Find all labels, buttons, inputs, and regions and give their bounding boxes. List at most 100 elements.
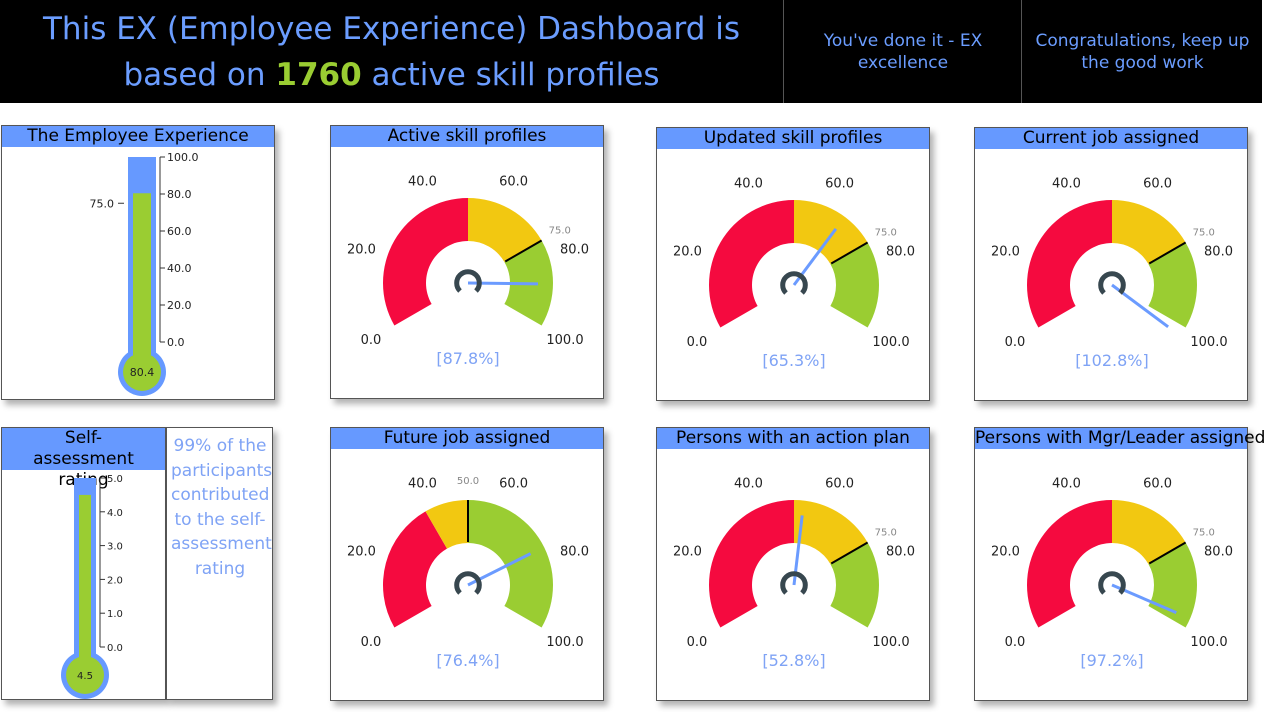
gauge-chart: 50.0 0.0 20.0 40.0 60.0 80.0 100.0 [76.4%] bbox=[347, 476, 589, 670]
tick-label: 20.0 bbox=[673, 544, 702, 559]
self-assessment-note-panel: 99% of the participants contributed to t… bbox=[166, 427, 273, 700]
title-text: This EX (Employee Experience) Dashboard … bbox=[43, 10, 740, 93]
tick-label: 80.0 bbox=[1204, 244, 1233, 259]
panel-title: Persons with an action plan bbox=[657, 428, 929, 449]
gauge-chart: 75.0 0.0 20.0 40.0 60.0 80.0 100.0 [97.2%] bbox=[991, 477, 1233, 670]
gauge-band-green bbox=[830, 242, 879, 328]
target-label: 75.0 bbox=[875, 228, 897, 239]
tick-label: 40.0 bbox=[408, 477, 437, 492]
dashboard-header: This EX (Employee Experience) Dashboard … bbox=[0, 0, 1262, 103]
tick-label: 60.0 bbox=[1143, 477, 1172, 492]
self-assessment-thermometer: 4.5 0.0 1.0 2.0 3.0 4.0 5.0 bbox=[61, 474, 123, 699]
gauge-panel: Current job assigned 75.0 0.0 20.0 40.0 60.0 8… bbox=[974, 127, 1248, 401]
employee-experience-panel: The Employee Experience 80.4 0.0 20.0 40.0 6… bbox=[1, 125, 275, 400]
gauge-hub bbox=[454, 269, 482, 293]
thermometer-value: 80.4 bbox=[130, 366, 155, 379]
tick-label: 20.0 bbox=[347, 544, 376, 559]
tick-label: 0.0 bbox=[107, 643, 123, 654]
gauge-band-green bbox=[830, 542, 879, 628]
panel-title: Current job assigned bbox=[975, 128, 1247, 149]
gauge-value: [87.8%] bbox=[436, 349, 499, 368]
tick-label: 100.0 bbox=[546, 333, 583, 348]
tick-label: 20.0 bbox=[991, 244, 1020, 259]
tick-label: 80.0 bbox=[886, 244, 915, 259]
tick-label: 20.0 bbox=[991, 544, 1020, 559]
gauge-band-red bbox=[709, 200, 794, 328]
tick-label: 0.0 bbox=[687, 335, 708, 350]
tick-label: 80.0 bbox=[1204, 544, 1233, 559]
tick-label: 2.0 bbox=[107, 575, 123, 586]
title-text-end: active skill profiles bbox=[361, 56, 660, 93]
tick-label: 40.0 bbox=[167, 262, 192, 275]
gauge-value: [76.4%] bbox=[436, 651, 499, 670]
tick-label: 0.0 bbox=[1005, 335, 1026, 350]
tick-label: 100.0 bbox=[872, 635, 909, 650]
gauge-value: [102.8%] bbox=[1075, 351, 1149, 370]
gauge-value: [52.8%] bbox=[762, 651, 825, 670]
gauge-band-red bbox=[1027, 200, 1112, 328]
tick-label: 0.0 bbox=[167, 336, 185, 349]
thermometer-value: 4.5 bbox=[77, 671, 93, 682]
tick-label: 80.0 bbox=[167, 188, 192, 201]
tick-label: 0.0 bbox=[361, 333, 382, 348]
status-message: You've done it - EX excellence bbox=[783, 0, 1022, 103]
gauge-band-yellow bbox=[794, 200, 868, 264]
target-label: 75.0 bbox=[1193, 228, 1215, 239]
panel-title: The Employee Experience bbox=[2, 126, 274, 147]
target-marker bbox=[830, 241, 869, 265]
target-label: 50.0 bbox=[457, 476, 479, 487]
gauge-band-yellow bbox=[794, 500, 868, 564]
tick-label: 100.0 bbox=[872, 335, 909, 350]
tick-label: 4.0 bbox=[107, 508, 123, 519]
gauge-hub bbox=[454, 571, 482, 595]
gauge-chart: 75.0 0.0 20.0 40.0 60.0 80.0 100.0 [65.3%] bbox=[673, 177, 915, 370]
congrats-message: Congratulations, keep up the good work bbox=[1021, 0, 1263, 103]
gauge-panel: Persons with Mgr/Leader assigned 75.0 0.0 2… bbox=[974, 427, 1265, 701]
tick-label: 60.0 bbox=[825, 477, 854, 492]
gauge-hub bbox=[1098, 271, 1126, 295]
target-label: 75.0 bbox=[549, 226, 571, 237]
thermometer-fill bbox=[133, 193, 151, 372]
gauge-panel: Updated skill profiles 75.0 0.0 20.0 40.0 60.… bbox=[656, 127, 930, 401]
gauge-hub bbox=[1098, 571, 1126, 595]
tick-label: 80.0 bbox=[886, 544, 915, 559]
gauge-band-red bbox=[709, 500, 794, 628]
gauge-band-green bbox=[1148, 242, 1197, 328]
gauge-band-yellow bbox=[425, 500, 468, 549]
profile-count: 1760 bbox=[275, 56, 362, 93]
gauge-chart: 75.0 0.0 20.0 40.0 60.0 80.0 100.0 [52.8%] bbox=[673, 477, 915, 670]
gauge-value: [97.2%] bbox=[1080, 651, 1143, 670]
panel-title: Active skill profiles bbox=[331, 126, 603, 147]
tick-label: 20.0 bbox=[673, 244, 702, 259]
tick-label: 60.0 bbox=[499, 175, 528, 190]
tick-label: 80.0 bbox=[560, 544, 589, 559]
tick-label: 60.0 bbox=[499, 477, 528, 492]
self-assessment-panel: Self-assessment rating 4.50.01.02.03.04.… bbox=[1, 427, 166, 700]
self-assessment-note: 99% of the participants contributed to t… bbox=[171, 436, 273, 579]
tick-label: 40.0 bbox=[734, 477, 763, 492]
dashboard-title: This EX (Employee Experience) Dashboard … bbox=[0, 0, 783, 103]
target-marker bbox=[1148, 241, 1187, 265]
gauge-hub bbox=[780, 571, 808, 595]
gauge-chart: 75.0 0.0 20.0 40.0 60.0 80.0 100.0 [102.8%] bbox=[991, 177, 1233, 370]
tick-label: 40.0 bbox=[734, 177, 763, 192]
tick-label: 3.0 bbox=[107, 542, 123, 553]
tick-label: 0.0 bbox=[361, 635, 382, 650]
target-label: 75.0 bbox=[1193, 528, 1215, 539]
gauge-panel: Active skill profiles 75.0 0.0 20.0 40.0 60.0… bbox=[330, 125, 604, 399]
panel-title: Future job assigned bbox=[331, 428, 603, 449]
tick-label: 20.0 bbox=[347, 242, 376, 257]
gauge-band-red bbox=[383, 511, 447, 628]
tick-label: 60.0 bbox=[1143, 177, 1172, 192]
target-marker bbox=[830, 541, 869, 565]
target-label: 75.0 bbox=[875, 528, 897, 539]
employee-experience-thermometer: 80.4 0.0 20.0 40.0 60.0 80.0 100.0 75.0 bbox=[90, 151, 199, 396]
tick-label: 20.0 bbox=[167, 299, 192, 312]
tick-label: 40.0 bbox=[408, 175, 437, 190]
tick-label: 5.0 bbox=[107, 474, 123, 485]
target-marker bbox=[504, 239, 543, 263]
tick-label: 0.0 bbox=[687, 635, 708, 650]
panel-title: Self-assessment rating bbox=[2, 428, 165, 490]
target-label: 75.0 bbox=[90, 197, 115, 210]
tick-label: 60.0 bbox=[167, 225, 192, 238]
